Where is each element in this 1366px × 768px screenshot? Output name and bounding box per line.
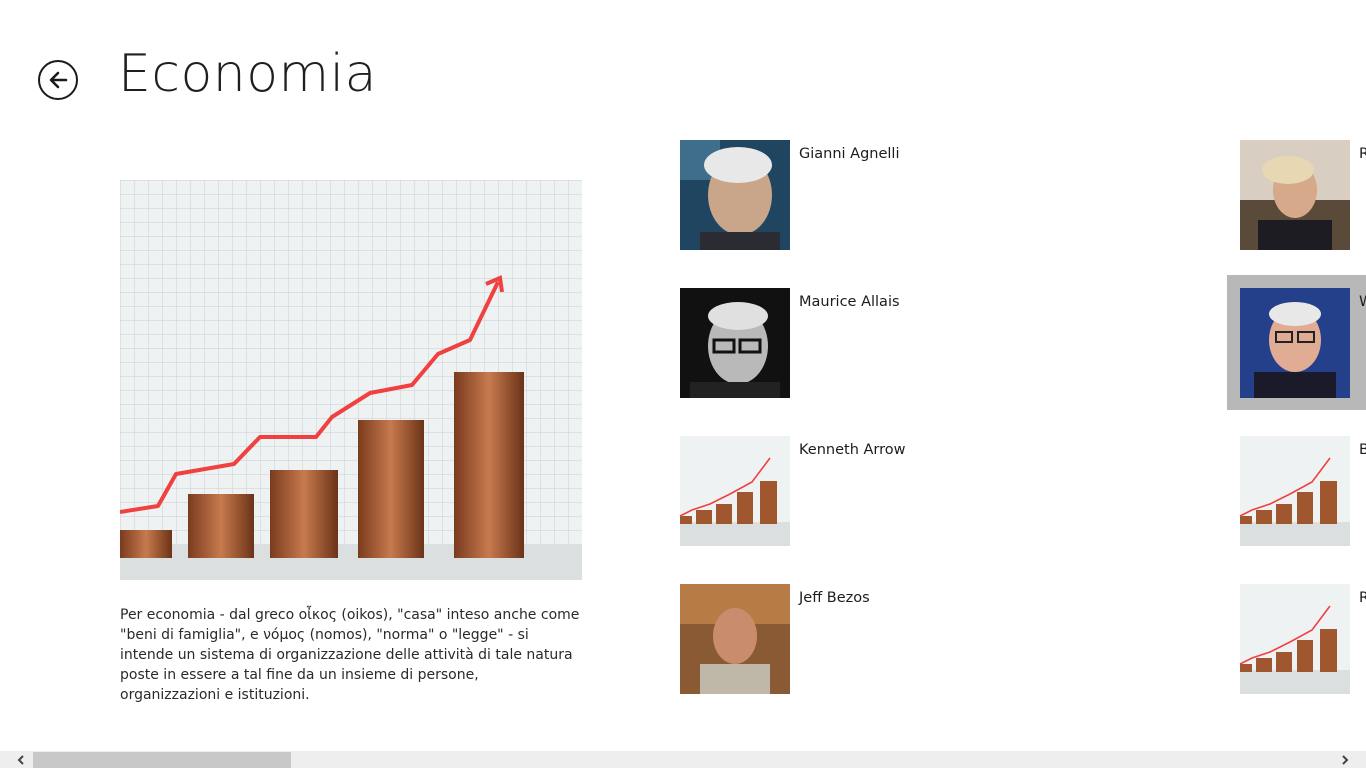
description-text: Per economia - dal greco οἶκος (oikos), … [120,607,580,703]
hero-image [120,180,582,580]
page-title: Economia [118,44,377,104]
list-item-w[interactable]: W [1240,288,1366,408]
portrait-thumbnail [1240,140,1350,250]
item-name: Kenneth Arrow [799,442,906,458]
chevron-left-icon [17,754,24,765]
chevron-right-icon [1342,754,1349,765]
scroll-right-button[interactable] [1330,751,1360,768]
list-item-maurice-allais[interactable]: Maurice Allais [680,288,900,408]
list-item-gianni-agnelli[interactable]: Gianni Agnelli [680,140,900,260]
list-item-r[interactable]: R [1240,140,1366,260]
coins-chart-thumbnail [1240,436,1350,546]
item-name: Jeff Bezos [799,590,870,606]
item-name: R [1359,590,1366,606]
portrait-thumbnail [680,140,790,250]
back-arrow-icon [49,71,68,89]
item-name: Maurice Allais [799,294,900,310]
portrait-thumbnail [1240,288,1350,398]
scroll-left-button[interactable] [6,751,36,768]
horizontal-scrollbar[interactable] [0,751,1366,768]
list-item-jeff-bezos[interactable]: Jeff Bezos [680,584,870,704]
portrait-thumbnail [680,288,790,398]
item-name: B [1359,442,1366,458]
portrait-thumbnail [680,584,790,694]
scrollbar-thumb[interactable] [33,752,291,768]
list-item-r-2[interactable]: R [1240,584,1366,704]
back-button[interactable] [38,60,78,100]
list-item-kenneth-arrow[interactable]: Kenneth Arrow [680,436,906,556]
list-item-b[interactable]: B [1240,436,1366,556]
item-name: W [1359,294,1366,310]
coins-chart-thumbnail [1240,584,1350,694]
coins-chart-thumbnail [680,436,790,546]
item-name: R [1359,146,1366,162]
item-name: Gianni Agnelli [799,146,900,162]
